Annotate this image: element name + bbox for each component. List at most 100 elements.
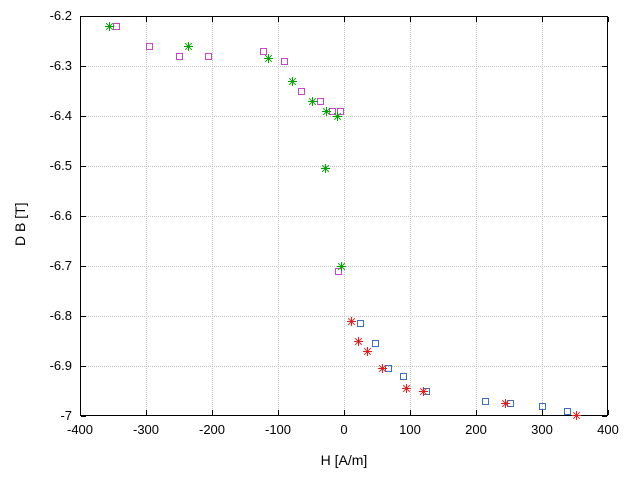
y-tick-right (602, 16, 607, 17)
y-gridline (81, 66, 607, 67)
x-tick-label: -400 (66, 422, 94, 437)
asterisk-glyph (347, 316, 357, 326)
y-gridline (81, 166, 607, 167)
magenta-squares-point (317, 97, 325, 105)
y-tick-right (602, 66, 607, 67)
y-tick-left (81, 166, 86, 167)
y-tick-left (81, 416, 86, 417)
x-tick-bottom (80, 410, 81, 415)
green-asterisks-point (263, 54, 273, 63)
y-tick-label: -6.3 (49, 58, 72, 73)
green-asterisks-point (336, 261, 346, 271)
y-tick-right (602, 416, 607, 417)
x-tick-label: -300 (132, 422, 160, 437)
red-asterisks-point (402, 384, 412, 393)
x-tick-top (608, 17, 609, 22)
y-tick-left (81, 66, 86, 67)
y-tick-label: -6.4 (49, 108, 72, 123)
plot-area (80, 16, 608, 416)
green-asterisks-point (288, 76, 298, 86)
x-tick-bottom (146, 410, 147, 415)
magenta-squares-point (145, 42, 153, 50)
x-tick-label: 100 (399, 422, 421, 437)
y-gridline (81, 116, 607, 117)
magenta-squares-point (205, 52, 213, 60)
red-asterisks-point (501, 399, 511, 408)
asterisk-glyph (571, 410, 581, 420)
x-tick-label: 0 (340, 422, 348, 437)
x-tick-label: 400 (597, 422, 619, 437)
x-tick-bottom (344, 410, 345, 415)
y-tick-right (602, 116, 607, 117)
y-gridline (81, 366, 607, 367)
red-asterisks-point (418, 386, 428, 396)
y-tick-right (602, 216, 607, 217)
y-axis-title: D B [T] (12, 202, 28, 246)
y-tick-label: -6.5 (49, 158, 72, 173)
y-tick-left (81, 366, 86, 367)
green-asterisks-point (105, 21, 115, 31)
blue-squares-point (357, 320, 364, 327)
green-asterisks-point (308, 96, 318, 106)
magenta-squares-point (297, 87, 305, 95)
x-tick-top (278, 17, 279, 22)
asterisk-glyph (105, 21, 115, 31)
y-tick-label: -6.7 (49, 258, 72, 273)
asterisk-glyph (402, 384, 412, 393)
green-asterisks-point (322, 106, 332, 116)
x-tick-top (80, 17, 81, 22)
x-tick-top (410, 17, 411, 22)
blue-squares-point (563, 407, 571, 415)
y-tick-right (602, 316, 607, 317)
blue-squares-point (538, 402, 546, 410)
x-tick-bottom (410, 410, 411, 415)
asterisk-glyph (501, 399, 511, 408)
x-tick-top (146, 17, 147, 22)
x-tick-bottom (278, 410, 279, 415)
asterisk-glyph (288, 76, 298, 86)
asterisk-glyph (362, 346, 372, 356)
y-tick-label: -7 (60, 408, 72, 423)
y-tick-label: -6.6 (49, 208, 72, 223)
x-axis-title: H [A/m] (320, 452, 368, 468)
red-asterisks-point (362, 346, 372, 356)
y-gridline (81, 216, 607, 217)
x-tick-bottom (608, 410, 609, 415)
green-asterisks-point (332, 111, 342, 121)
blue-squares-point (399, 372, 407, 380)
y-gridline (81, 316, 607, 317)
x-tick-label: 200 (465, 422, 487, 437)
magenta-squares-point (175, 52, 183, 60)
x-tick-label: -100 (264, 422, 292, 437)
x-tick-top (344, 17, 345, 22)
asterisk-glyph (263, 54, 273, 63)
magenta-squares-point (281, 57, 289, 65)
y-tick-right (602, 166, 607, 167)
green-asterisks-point (184, 41, 194, 51)
red-asterisks-point (377, 364, 387, 373)
y-tick-label: -6.8 (49, 308, 72, 323)
y-tick-left (81, 16, 86, 17)
y-tick-left (81, 316, 86, 317)
y-tick-left (81, 116, 86, 117)
x-tick-label: 300 (531, 422, 553, 437)
asterisk-glyph (418, 386, 428, 396)
red-asterisks-point (354, 336, 364, 346)
x-tick-bottom (542, 410, 543, 415)
red-asterisks-point (571, 410, 581, 420)
asterisk-glyph (336, 261, 346, 271)
asterisk-glyph (322, 106, 332, 116)
x-tick-bottom (212, 410, 213, 415)
x-tick-top (542, 17, 543, 22)
y-tick-right (602, 266, 607, 267)
y-tick-left (81, 216, 86, 217)
y-tick-right (602, 366, 607, 367)
x-tick-top (212, 17, 213, 22)
asterisk-glyph (321, 164, 331, 173)
x-tick-label: -200 (198, 422, 226, 437)
asterisk-glyph (332, 111, 342, 121)
green-asterisks-point (321, 164, 331, 173)
asterisk-glyph (184, 41, 194, 51)
y-tick-label: -6.9 (49, 358, 72, 373)
